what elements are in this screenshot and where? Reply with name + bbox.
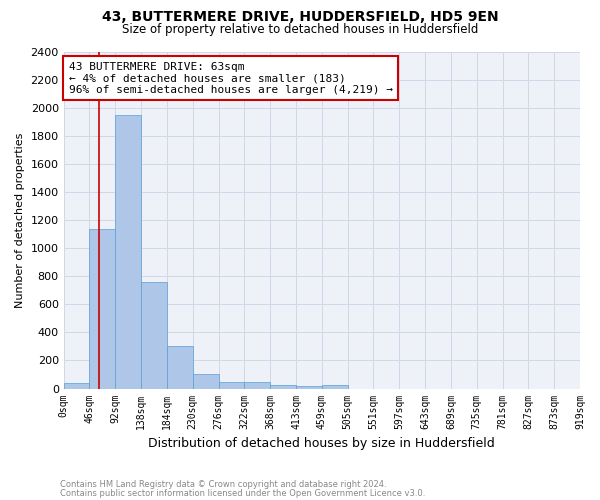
Bar — [115, 114, 141, 388]
Y-axis label: Number of detached properties: Number of detached properties — [15, 132, 25, 308]
Bar — [244, 382, 270, 388]
Bar — [89, 229, 115, 388]
Text: 43 BUTTERMERE DRIVE: 63sqm
← 4% of detached houses are smaller (183)
96% of semi: 43 BUTTERMERE DRIVE: 63sqm ← 4% of detac… — [69, 62, 393, 95]
Bar — [167, 346, 193, 389]
Text: 43, BUTTERMERE DRIVE, HUDDERSFIELD, HD5 9EN: 43, BUTTERMERE DRIVE, HUDDERSFIELD, HD5 … — [101, 10, 499, 24]
Bar — [64, 383, 89, 388]
Text: Contains public sector information licensed under the Open Government Licence v3: Contains public sector information licen… — [60, 488, 425, 498]
Bar — [296, 386, 322, 388]
Bar — [322, 386, 347, 388]
Text: Size of property relative to detached houses in Huddersfield: Size of property relative to detached ho… — [122, 22, 478, 36]
Bar — [218, 382, 244, 388]
Bar — [270, 384, 296, 388]
Bar — [141, 282, 167, 389]
Text: Contains HM Land Registry data © Crown copyright and database right 2024.: Contains HM Land Registry data © Crown c… — [60, 480, 386, 489]
X-axis label: Distribution of detached houses by size in Huddersfield: Distribution of detached houses by size … — [148, 437, 495, 450]
Bar — [193, 374, 218, 388]
